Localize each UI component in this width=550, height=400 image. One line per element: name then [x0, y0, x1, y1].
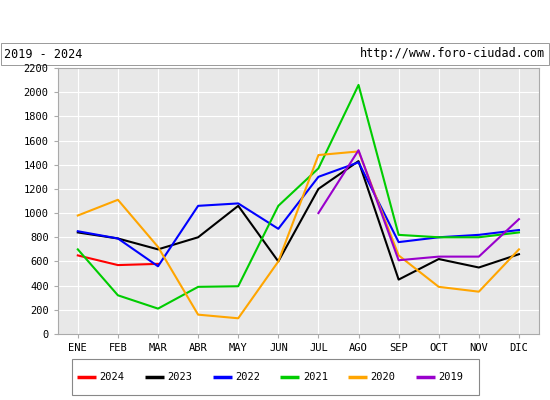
Text: Evolucion Nº Turistas Nacionales en el municipio de San Bartolomé de las Abierta: Evolucion Nº Turistas Nacionales en el m… [0, 14, 550, 28]
Text: 2020: 2020 [371, 372, 395, 382]
Text: 2021: 2021 [303, 372, 328, 382]
Text: 2019 - 2024: 2019 - 2024 [4, 48, 83, 60]
Text: 2022: 2022 [235, 372, 260, 382]
Text: 2019: 2019 [438, 372, 464, 382]
Text: http://www.foro-ciudad.com: http://www.foro-ciudad.com [360, 48, 546, 60]
Text: 2023: 2023 [167, 372, 192, 382]
Text: 2024: 2024 [100, 372, 124, 382]
